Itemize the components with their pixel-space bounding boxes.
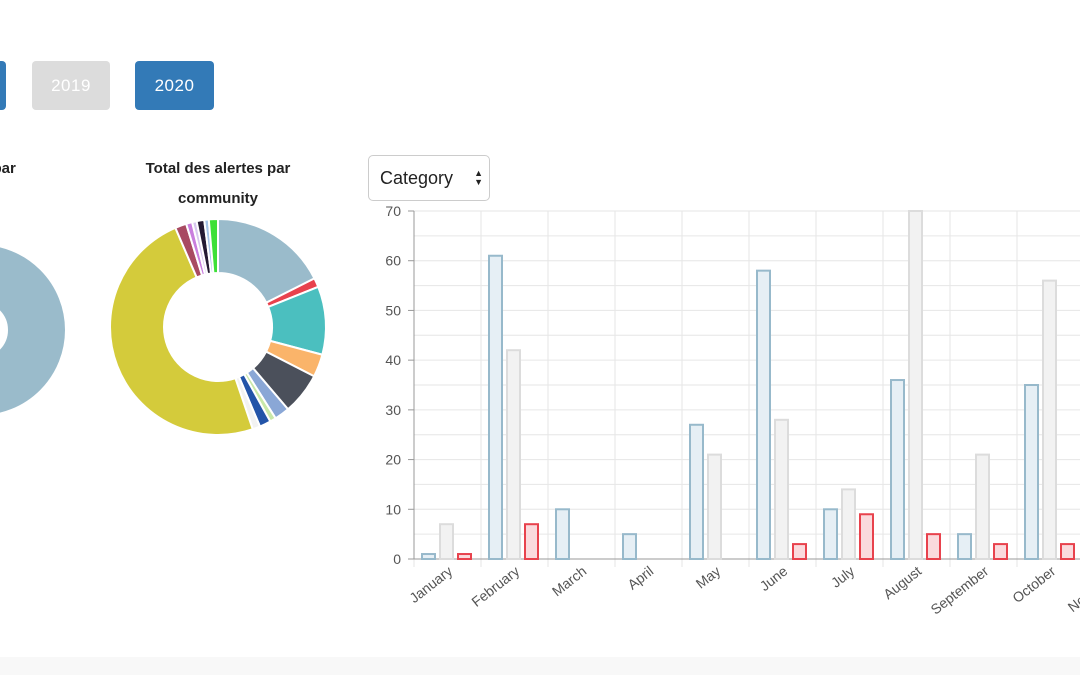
y-tick-label: 60 (385, 253, 401, 269)
donut-segment[interactable] (109, 226, 255, 436)
y-tick-label: 70 (385, 203, 401, 219)
donut-charts (0, 217, 327, 436)
bar[interactable] (890, 379, 905, 560)
x-tick-label: November (1065, 563, 1080, 616)
bar[interactable] (792, 543, 807, 560)
bar[interactable] (439, 523, 454, 561)
bar[interactable] (488, 254, 503, 560)
bar[interactable] (1024, 384, 1039, 560)
bar[interactable] (774, 418, 789, 560)
donut-title-left: s par (0, 160, 16, 177)
bar[interactable] (975, 453, 990, 561)
bar[interactable] (1060, 543, 1075, 560)
donut-title-community: Total des alertes par community (145, 160, 291, 207)
bar[interactable] (421, 553, 436, 560)
y-tick-label: 20 (385, 452, 401, 468)
donut-segment[interactable] (207, 217, 219, 275)
x-tick-label: July (828, 563, 857, 591)
x-tick-label: September (928, 563, 992, 618)
bar[interactable] (841, 488, 856, 560)
bar[interactable] (707, 453, 722, 561)
y-tick-label: 50 (385, 302, 401, 318)
x-tick-label: June (757, 563, 791, 594)
x-tick-label: March (549, 563, 590, 600)
category-select-value: Category (380, 167, 454, 188)
x-tick-label: February (468, 563, 522, 610)
bar[interactable] (555, 508, 570, 560)
monthly-alerts-bar-chart: 0 10 20 30 40 50 60 70 January February March April… (385, 203, 1080, 618)
y-tick-label: 0 (393, 551, 401, 567)
bar[interactable] (689, 423, 704, 560)
bar[interactable] (1042, 279, 1057, 560)
year-button-previous[interactable] (0, 61, 6, 110)
y-tick-label: 40 (385, 352, 401, 368)
page-footer (0, 657, 1080, 675)
bar[interactable] (622, 533, 637, 561)
x-tick-label: May (693, 563, 724, 592)
y-tick-label: 10 (385, 501, 401, 517)
x-tick-label: January (406, 563, 455, 606)
bar[interactable] (859, 513, 874, 560)
x-tick-label: August (880, 563, 924, 603)
year-button-2020[interactable]: 2020 (135, 61, 214, 110)
y-tick-label: 30 (385, 402, 401, 418)
bar[interactable] (908, 210, 923, 560)
bar[interactable] (823, 508, 838, 560)
x-tick-label: April (624, 563, 656, 593)
bar[interactable] (457, 553, 472, 560)
bar[interactable] (506, 349, 521, 561)
bar[interactable] (993, 543, 1008, 560)
bar[interactable] (957, 533, 972, 561)
year-button-2019[interactable]: 2019 (32, 61, 110, 110)
x-tick-label: October (1009, 563, 1058, 606)
bar[interactable] (926, 533, 941, 561)
left-donut-ring (0, 247, 65, 413)
category-select[interactable]: Category ▲ ▼ (368, 155, 490, 201)
select-arrows-icon: ▲ ▼ (474, 168, 483, 187)
bar[interactable] (524, 523, 539, 561)
bar[interactable] (756, 269, 771, 560)
